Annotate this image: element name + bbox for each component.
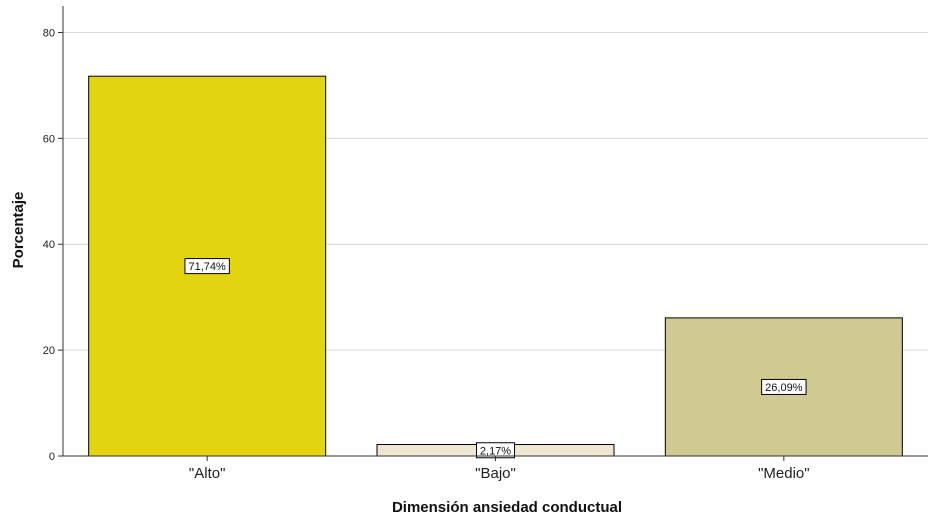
data-label: 71,74% [189,261,227,273]
y-tick-label: 0 [49,451,55,463]
data-label-box [761,378,807,395]
x-tick-label: "Medio" [758,465,810,482]
y-tick-label: 20 [43,345,55,357]
axes [58,6,928,461]
x-tick-label: "Alto" [189,465,226,482]
x-tick-label: "Bajo" [475,465,516,482]
y-tick-label: 40 [43,239,55,251]
data-label: 26,09% [765,382,803,394]
data-labels: 71,74% 2,17% 26,09% [184,258,807,459]
x-tick-labels: "Alto" "Bajo" "Medio" [189,465,810,482]
x-axis-title: Dimensión ansiedad conductual [392,499,622,516]
y-tick-labels: 0 20 40 60 80 [43,27,55,463]
y-axis-title: Porcentaje [10,192,27,269]
y-tick-label: 60 [43,133,55,145]
data-label: 2,17% [480,445,511,457]
y-tick-label: 80 [43,27,55,39]
data-label-box [184,258,230,275]
